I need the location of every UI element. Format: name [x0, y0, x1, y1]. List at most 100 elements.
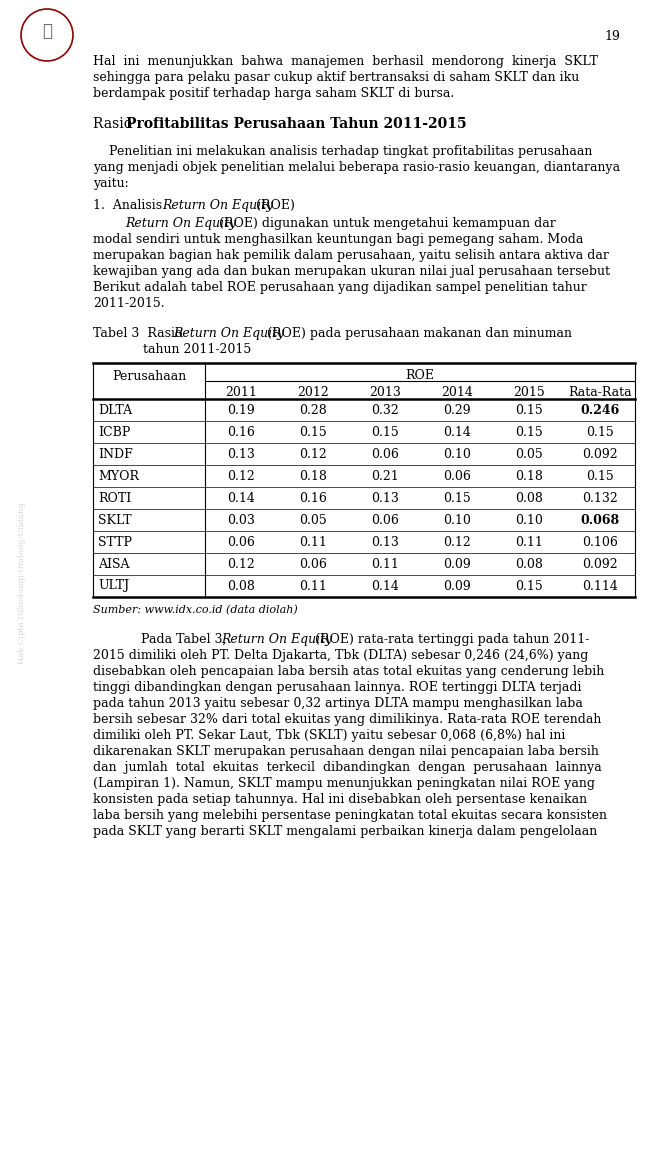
Text: 0.06: 0.06: [299, 558, 327, 571]
Text: 0.246: 0.246: [580, 404, 620, 417]
Text: Pada Tabel 3,: Pada Tabel 3,: [125, 633, 230, 647]
Text: 0.03: 0.03: [227, 513, 255, 526]
Text: 0.18: 0.18: [515, 469, 543, 482]
Text: 2014: 2014: [441, 386, 473, 399]
Text: 0.06: 0.06: [371, 513, 399, 526]
Text: Return On Equity: Return On Equity: [125, 217, 236, 230]
Text: 0.09: 0.09: [443, 558, 471, 571]
Text: 0.15: 0.15: [515, 404, 543, 417]
Text: tinggi dibandingkan dengan perusahaan lainnya. ROE tertinggi DLTA terjadi: tinggi dibandingkan dengan perusahaan la…: [93, 682, 582, 694]
Text: disebabkan oleh pencapaian laba bersih atas total ekuitas yang cenderung lebih: disebabkan oleh pencapaian laba bersih a…: [93, 665, 604, 678]
Text: 2015 dimiliki oleh PT. Delta Djakarta, Tbk (DLTA) sebesar 0,246 (24,6%) yang: 2015 dimiliki oleh PT. Delta Djakarta, T…: [93, 649, 588, 662]
Text: 0.15: 0.15: [371, 426, 399, 439]
Text: 0.11: 0.11: [299, 580, 327, 593]
Text: laba bersih yang melebihi persentase peningkatan total ekuitas secara konsisten: laba bersih yang melebihi persentase pen…: [93, 809, 607, 822]
Text: 0.106: 0.106: [582, 536, 618, 548]
Text: 0.12: 0.12: [443, 536, 471, 548]
Text: 0.08: 0.08: [227, 580, 255, 593]
Text: Tabel 3  Rasio: Tabel 3 Rasio: [93, 327, 186, 340]
Text: 0.11: 0.11: [299, 536, 327, 548]
Text: 19: 19: [604, 30, 620, 43]
Text: 2011: 2011: [225, 386, 257, 399]
Text: berdampak positif terhadap harga saham SKLT di bursa.: berdampak positif terhadap harga saham S…: [93, 88, 454, 100]
Text: 0.29: 0.29: [443, 404, 471, 417]
Text: (ROE) pada perusahaan makanan dan minuman: (ROE) pada perusahaan makanan dan minuma…: [263, 327, 572, 340]
Text: dikarenakan SKLT merupakan perusahaan dengan nilai pencapaian laba bersih: dikarenakan SKLT merupakan perusahaan de…: [93, 745, 599, 759]
Text: 0.068: 0.068: [580, 513, 620, 526]
Text: 0.14: 0.14: [227, 491, 255, 504]
Text: 0.08: 0.08: [515, 491, 543, 504]
Text: 0.092: 0.092: [582, 558, 618, 571]
Text: dan  jumlah  total  ekuitas  terkecil  dibandingkan  dengan  perusahaan  lainnya: dan jumlah total ekuitas terkecil diband…: [93, 761, 602, 774]
Text: (ROE) digunakan untuk mengetahui kemampuan dar: (ROE) digunakan untuk mengetahui kemampu…: [215, 217, 556, 230]
Text: 0.16: 0.16: [299, 491, 327, 504]
Text: MYOR: MYOR: [98, 469, 139, 482]
Text: 0.114: 0.114: [582, 580, 618, 593]
Text: yang menjadi objek penelitian melalui beberapa rasio-rasio keuangan, diantaranya: yang menjadi objek penelitian melalui be…: [93, 161, 620, 174]
Text: 0.10: 0.10: [515, 513, 543, 526]
Text: 0.15: 0.15: [515, 426, 543, 439]
Text: 0.14: 0.14: [371, 580, 399, 593]
Text: SKLT: SKLT: [98, 513, 131, 526]
Text: 0.15: 0.15: [443, 491, 471, 504]
Text: 0.13: 0.13: [227, 447, 255, 461]
Text: 0.15: 0.15: [515, 580, 543, 593]
Text: Perusahaan: Perusahaan: [112, 370, 186, 383]
Text: Penelitian ini melakukan analisis terhadap tingkat profitabilitas perusahaan: Penelitian ini melakukan analisis terhad…: [93, 145, 593, 158]
Text: 0.12: 0.12: [299, 447, 327, 461]
Text: Return On Equity: Return On Equity: [162, 200, 273, 212]
Text: dimiliki oleh PT. Sekar Laut, Tbk (SKLT) yaitu sebesar 0,068 (6,8%) hal ini: dimiliki oleh PT. Sekar Laut, Tbk (SKLT)…: [93, 729, 565, 742]
Text: INDF: INDF: [98, 447, 133, 461]
Text: Berikut adalah tabel ROE perusahaan yang dijadikan sampel penelitian tahur: Berikut adalah tabel ROE perusahaan yang…: [93, 281, 587, 294]
Text: 0.19: 0.19: [227, 404, 255, 417]
Text: 0.15: 0.15: [299, 426, 327, 439]
Text: ROE: ROE: [406, 369, 435, 382]
Text: 0.08: 0.08: [515, 558, 543, 571]
Text: 2011-2015.: 2011-2015.: [93, 296, 164, 310]
Text: Hal  ini  menunjukkan  bahwa  manajemen  berhasil  mendorong  kinerja  SKLT: Hal ini menunjukkan bahwa manajemen berh…: [93, 55, 598, 68]
Text: 0.18: 0.18: [299, 469, 327, 482]
Text: (ROE): (ROE): [252, 200, 295, 212]
Text: 0.10: 0.10: [443, 513, 471, 526]
Text: Return On Equity: Return On Equity: [173, 327, 284, 340]
Text: 0.14: 0.14: [443, 426, 471, 439]
Text: 0.132: 0.132: [582, 491, 618, 504]
Text: 0.12: 0.12: [227, 558, 255, 571]
Text: ULTJ: ULTJ: [98, 580, 129, 593]
Text: tahun 2011-2015: tahun 2011-2015: [143, 343, 251, 356]
Text: STTP: STTP: [98, 536, 132, 548]
Text: 0.06: 0.06: [371, 447, 399, 461]
Text: ROTI: ROTI: [98, 491, 131, 504]
Text: Sumber: www.idx.co.id (data diolah): Sumber: www.idx.co.id (data diolah): [93, 605, 298, 615]
Text: modal sendiri untuk menghasilkan keuntungan bagi pemegang saham. Moda: modal sendiri untuk menghasilkan keuntun…: [93, 233, 584, 246]
Text: (Lampiran 1). Namun, SKLT mampu menunjukkan peningkatan nilai ROE yang: (Lampiran 1). Namun, SKLT mampu menunjuk…: [93, 777, 595, 790]
Text: Hak Cipta Dilindungi Undang-Undang: Hak Cipta Dilindungi Undang-Undang: [18, 503, 26, 664]
Text: 0.15: 0.15: [586, 469, 614, 482]
Text: kewajiban yang ada dan bukan merupakan ukuran nilai jual perusahaan tersebut: kewajiban yang ada dan bukan merupakan u…: [93, 265, 610, 278]
Text: 0.06: 0.06: [443, 469, 471, 482]
Text: 0.06: 0.06: [227, 536, 255, 548]
Text: 0.15: 0.15: [586, 426, 614, 439]
Text: 0.11: 0.11: [371, 558, 399, 571]
Text: Rasio: Rasio: [93, 117, 137, 131]
Text: pada tahun 2013 yaitu sebesar 0,32 artinya DLTA mampu menghasilkan laba: pada tahun 2013 yaitu sebesar 0,32 artin…: [93, 697, 583, 710]
Text: 0.12: 0.12: [227, 469, 255, 482]
Text: 0.13: 0.13: [371, 491, 399, 504]
Text: konsisten pada setiap tahunnya. Hal ini disebabkan oleh persentase kenaikan: konsisten pada setiap tahunnya. Hal ini …: [93, 794, 587, 806]
Text: AISA: AISA: [98, 558, 129, 571]
Text: (ROE) rata-rata tertinggi pada tahun 2011-: (ROE) rata-rata tertinggi pada tahun 201…: [311, 633, 589, 647]
Text: 0.11: 0.11: [515, 536, 543, 548]
Text: 0.16: 0.16: [227, 426, 255, 439]
Text: 0.32: 0.32: [371, 404, 399, 417]
Text: ICBP: ICBP: [98, 426, 131, 439]
Text: 0.09: 0.09: [443, 580, 471, 593]
Text: 2013: 2013: [369, 386, 401, 399]
Text: 0.21: 0.21: [371, 469, 399, 482]
Text: 🏛: 🏛: [42, 22, 52, 40]
Text: 0.092: 0.092: [582, 447, 618, 461]
Text: 0.13: 0.13: [371, 536, 399, 548]
Text: DLTA: DLTA: [98, 404, 132, 417]
Text: 2012: 2012: [297, 386, 329, 399]
Text: bersih sebesar 32% dari total ekuitas yang dimilikinya. Rata-rata ROE terendah: bersih sebesar 32% dari total ekuitas ya…: [93, 713, 601, 726]
Text: pada SKLT yang berarti SKLT mengalami perbaikan kinerja dalam pengelolaan: pada SKLT yang berarti SKLT mengalami pe…: [93, 825, 597, 838]
